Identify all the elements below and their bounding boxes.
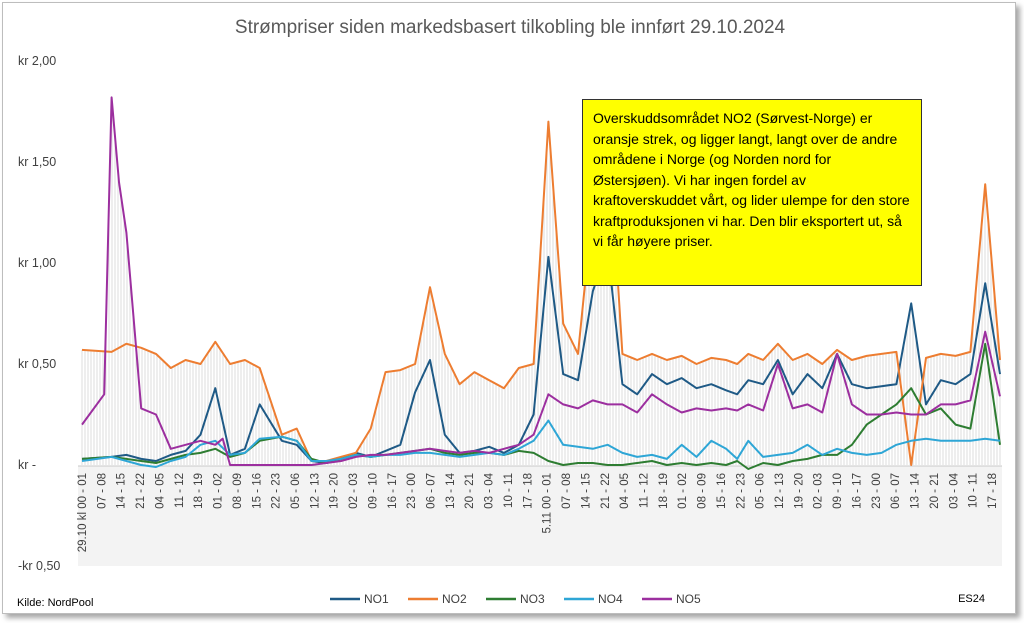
legend-label-no3: NO3: [520, 592, 545, 606]
x-tick-label: 16 - 17: [387, 473, 399, 509]
x-tick-label: 01 - 02: [213, 473, 225, 509]
x-tick-label: 16 - 17: [851, 473, 863, 509]
x-tick-label: 03 - 04: [484, 472, 496, 508]
legend: NO1 NO2 NO3 NO4 NO5: [330, 592, 701, 606]
series-lines: [81, 96, 1001, 470]
x-tick-label: 04 - 05: [154, 473, 166, 509]
x-tick-label: 12 - 13: [774, 473, 786, 509]
x-tick-label: 17 - 18: [522, 473, 534, 509]
x-tick-label: 23 - 00: [406, 473, 418, 509]
x-tick-label: 19 - 20: [329, 473, 341, 509]
x-tick-label: 02 - 03: [348, 473, 360, 509]
x-tick-label: 01 - 02: [677, 473, 689, 509]
x-tick-label: 08 - 09: [232, 473, 244, 509]
x-tick-label: 02 - 03: [813, 473, 825, 509]
x-tick-label: 13 - 14: [445, 472, 457, 508]
chart-title: Strømpriser siden markedsbasert tilkobli…: [235, 17, 786, 38]
x-tick-label: 22 - 23: [735, 473, 747, 509]
y-tick-label: kr 1,50: [18, 155, 56, 169]
y-tick-label: kr 0,50: [18, 357, 56, 371]
x-tick-label: 07 - 08: [96, 473, 108, 509]
legend-label-no1: NO1: [364, 592, 389, 606]
series-line-no4: [81, 419, 1001, 468]
series-line-no5: [81, 96, 1001, 466]
x-tick-label: 07 - 08: [561, 473, 573, 509]
x-tick-label: 18 - 19: [658, 473, 670, 509]
x-tick-label: 17 - 18: [987, 473, 999, 509]
x-tick-label: 08 - 09: [697, 473, 709, 509]
x-tick-label: 21 - 22: [600, 473, 612, 509]
x-tick-label: 09 - 10: [832, 473, 844, 509]
series-line-no1: [81, 247, 1001, 464]
x-tick-label: 09 - 10: [367, 473, 379, 509]
x-tick-label: 13 - 14: [910, 472, 922, 508]
x-tick-label: 06 - 07: [890, 473, 902, 509]
legend-label-no5: NO5: [676, 592, 701, 606]
y-axis-ticks: kr 2,00 kr 1,50 kr 1,00 kr 0,50 kr - -kr 0,50: [18, 54, 60, 573]
x-tick-label: 11 - 12: [174, 473, 186, 508]
x-tick-label: 14 - 15: [580, 473, 592, 509]
annotation-box: Overskuddsområdet NO2 (Sørvest-Norge) er…: [582, 99, 922, 286]
x-tick-label: 15 - 16: [716, 473, 728, 509]
x-tick-label: 19 - 20: [793, 473, 805, 509]
x-tick-label: 05 - 06: [290, 473, 302, 509]
x-tick-label: 05 - 06: [755, 473, 767, 509]
x-tick-label: 20 - 21: [929, 473, 941, 509]
x-tick-label: 11 - 12: [638, 473, 650, 508]
x-tick-label: 14 - 15: [116, 473, 128, 509]
x-tick-label: 23 - 00: [871, 473, 883, 509]
x-axis-ticks: 29.10 kl 00 - 01 07 - 08 14 - 15 21 - 22 04 …: [77, 472, 999, 552]
credit-text: ES24: [958, 593, 985, 605]
x-tick-label: 22 - 23: [271, 473, 283, 509]
x-tick-label: 5.11 00 - 01: [542, 473, 554, 534]
plot-area-band: [78, 466, 1002, 566]
x-tick-label: 20 - 21: [464, 473, 476, 509]
x-tick-label: 04 - 05: [619, 473, 631, 509]
y-tick-label: kr 2,00: [18, 54, 56, 68]
series-line-no2: [81, 116, 1001, 466]
x-tick-label: 15 - 16: [251, 473, 263, 509]
x-tick-label: 21 - 22: [135, 473, 147, 509]
y-tick-label: kr -: [18, 458, 36, 472]
x-tick-label: 12 - 13: [309, 473, 321, 509]
y-tick-label: kr 1,00: [18, 256, 56, 270]
source-text: Kilde: NordPool: [17, 597, 93, 609]
x-tick-label: 03 - 04: [948, 472, 960, 508]
x-tick-label: 18 - 19: [193, 473, 205, 509]
x-tick-label: 29.10 kl 00 - 01: [77, 473, 89, 552]
x-tick-label: 10 - 11: [968, 473, 980, 508]
legend-label-no4: NO4: [598, 592, 623, 606]
legend-label-no2: NO2: [442, 592, 467, 606]
y-tick-label: -kr 0,50: [18, 559, 60, 573]
x-tick-label: 06 - 07: [426, 473, 438, 509]
x-tick-label: 10 - 11: [503, 473, 515, 508]
